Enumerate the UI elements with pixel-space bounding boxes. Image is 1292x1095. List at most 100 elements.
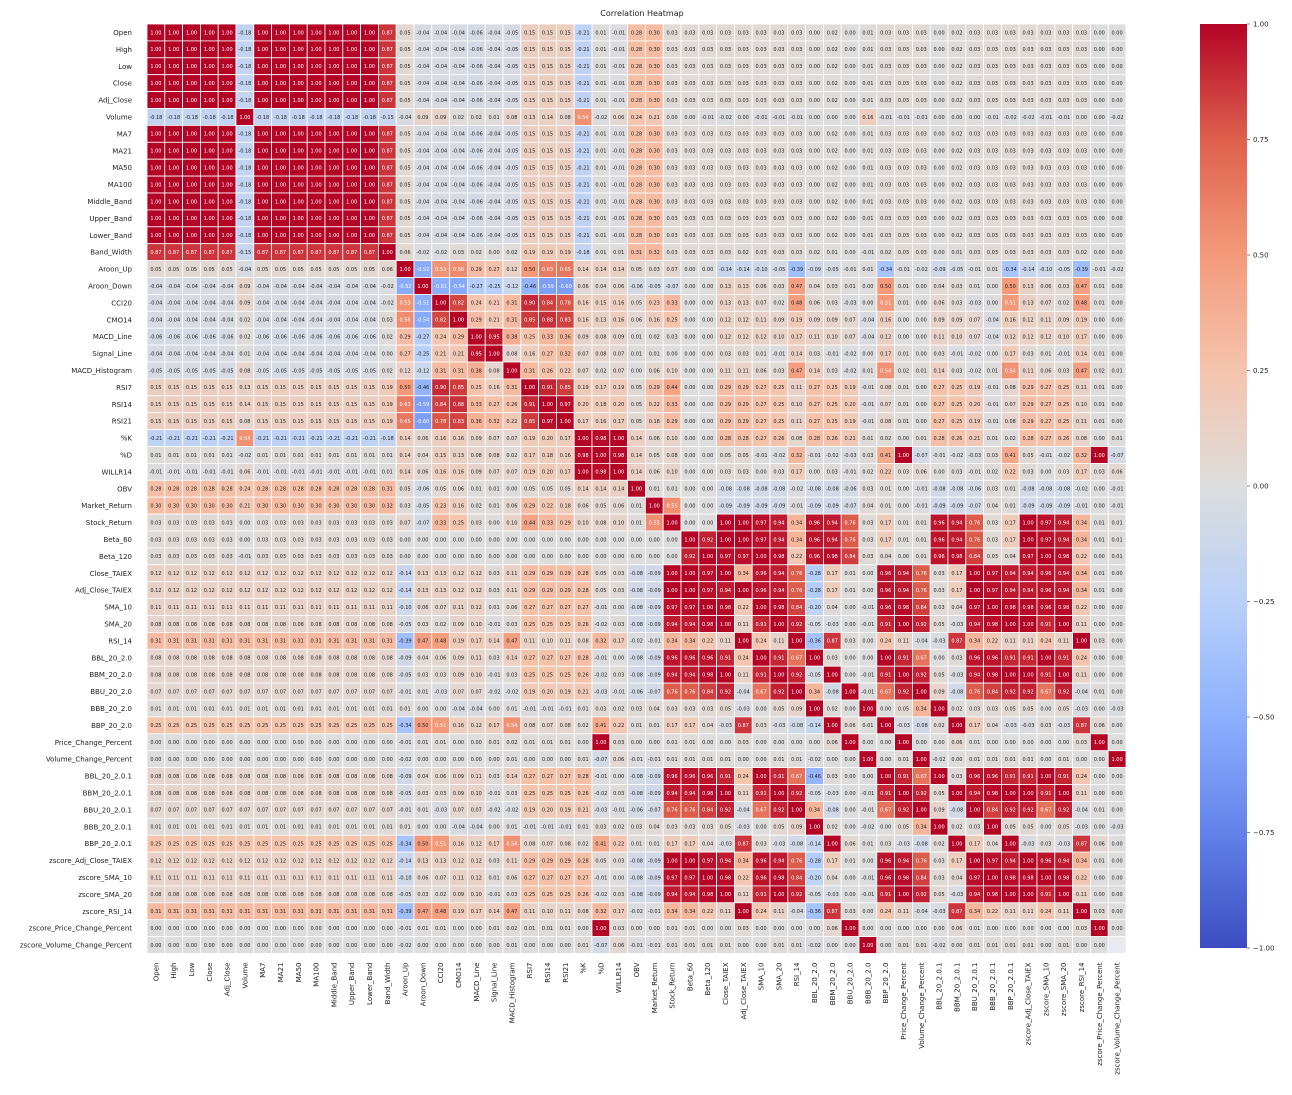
cell-value-label: 0.12 — [186, 588, 197, 594]
cell-value-label: 1.00 — [204, 165, 215, 171]
cell-value-label: 0.96 — [667, 656, 678, 662]
cell-value-label: 0.00 — [916, 740, 927, 746]
cell-value-label: 0.03 — [1005, 216, 1016, 222]
cell-value-label: 0.00 — [845, 774, 856, 780]
cell-value-label: 0.00 — [1112, 588, 1123, 594]
cell-value-label: 0.00 — [222, 740, 233, 746]
cell-value-label: 0.96 — [809, 537, 820, 543]
cell-value-label: 0.03 — [951, 774, 962, 780]
cell-value-label: 0.15 — [524, 47, 535, 53]
cell-value-label: 0.28 — [257, 487, 268, 493]
cell-value-label: 0.03 — [1005, 47, 1016, 53]
cell-value-label: 0.94 — [1023, 588, 1034, 594]
cell-value-label: -0.01 — [238, 554, 251, 560]
cell-value-label: 0.07 — [506, 470, 517, 476]
cell-value-label: 0.15 — [560, 216, 571, 222]
cell-value-label: 0.15 — [222, 419, 233, 425]
cell-value-label: 0.01 — [898, 385, 909, 391]
cell-value-label: -0.06 — [470, 30, 483, 36]
cell-value-label: 0.00 — [916, 385, 927, 391]
cell-value-label: 0.03 — [702, 149, 713, 155]
cell-value-label: 0.29 — [542, 571, 553, 577]
cell-value-label: 1.00 — [720, 622, 731, 628]
cell-value-label: 0.87 — [204, 250, 215, 256]
cell-value-label: -0.04 — [434, 132, 447, 138]
cell-value-label: -0.02 — [1057, 453, 1070, 459]
cell-value-label: 1.00 — [631, 487, 642, 493]
cell-value-label: 0.07 — [346, 689, 357, 695]
cell-value-label: 0.15 — [542, 132, 553, 138]
cell-value-label: 0.12 — [222, 588, 233, 594]
cell-value-label: 0.09 — [453, 774, 464, 780]
cell-value-label: 0.29 — [1023, 419, 1034, 425]
cell-value-label: 0.07 — [613, 351, 624, 357]
cell-value-label: -0.05 — [505, 216, 518, 222]
cell-value-label: 1.00 — [364, 64, 375, 70]
cell-value-label: 1.00 — [186, 98, 197, 104]
cell-value-label: 1.00 — [150, 216, 161, 222]
cell-value-label: 0.01 — [222, 453, 233, 459]
cell-value-label: 0.00 — [934, 182, 945, 188]
cell-value-label: 0.08 — [222, 656, 233, 662]
cell-value-label: -0.34 — [879, 267, 892, 273]
cell-value-label: 0.32 — [595, 639, 606, 645]
cell-value-label: 0.30 — [649, 30, 660, 36]
cell-value-label: 1.00 — [168, 64, 179, 70]
cell-value-label: 0.91 — [524, 402, 535, 408]
cell-value-label: -0.01 — [986, 115, 999, 121]
cell-value-label: 0.22 — [649, 402, 660, 408]
cell-value-label: 0.03 — [631, 706, 642, 712]
cell-value-label: 1.00 — [756, 554, 767, 560]
cell-value-label: -0.04 — [434, 233, 447, 239]
cell-value-label: 0.27 — [809, 385, 820, 391]
cell-value-label: 0.00 — [756, 757, 767, 763]
cell-value-label: 0.26 — [773, 436, 784, 442]
cell-value-label: 0.03 — [1058, 182, 1069, 188]
cell-value-label: 0.25 — [773, 419, 784, 425]
cell-value-label: 0.00 — [257, 740, 268, 746]
cell-value-label: -0.06 — [310, 334, 323, 340]
cell-value-label: 0.48 — [791, 301, 802, 307]
cell-value-label: 0.03 — [489, 588, 500, 594]
cell-value-label: -0.01 — [612, 165, 625, 171]
cell-value-label: 0.17 — [524, 453, 535, 459]
cell-value-label: -0.09 — [772, 503, 785, 509]
cell-value-label: 0.00 — [809, 81, 820, 87]
cell-value-label: 0.02 — [1058, 301, 1069, 307]
cell-value-label: -0.06 — [630, 689, 643, 695]
cell-value-label: 0.03 — [773, 81, 784, 87]
cell-value-label: -0.01 — [167, 470, 180, 476]
cell-value-label: 0.00 — [809, 740, 820, 746]
cell-value-label: 0.00 — [845, 757, 856, 763]
cell-value-label: 0.03 — [667, 182, 678, 188]
cell-value-label: 0.27 — [578, 605, 589, 611]
cell-value-label: 0.08 — [346, 791, 357, 797]
cell-value-label: 0.87 — [382, 216, 393, 222]
cell-value-label: -0.10 — [755, 267, 768, 273]
cell-value-label: 1.00 — [328, 199, 339, 205]
cell-value-label: 0.03 — [898, 165, 909, 171]
cell-value-label: 0.19 — [524, 436, 535, 442]
cell-value-label: 0.03 — [471, 520, 482, 526]
cell-value-label: 0.15 — [542, 182, 553, 188]
cell-value-label: 0.09 — [239, 284, 250, 290]
cell-value-label: 0.08 — [880, 385, 891, 391]
cell-value-label: 0.54 — [578, 115, 589, 121]
cell-value-label: 0.11 — [257, 605, 268, 611]
cell-value-label: 0.03 — [1040, 81, 1051, 87]
cell-value-label: -0.05 — [505, 47, 518, 53]
cell-value-label: 0.00 — [845, 165, 856, 171]
cell-value-label: 0.09 — [453, 672, 464, 678]
cell-value-label: -0.04 — [434, 149, 447, 155]
cell-value-label: 0.32 — [382, 503, 393, 509]
cell-value-label: -0.01 — [861, 419, 874, 425]
cell-value-label: 0.00 — [489, 537, 500, 543]
cell-value-label: 1.00 — [150, 30, 161, 36]
cell-value-label: 0.08 — [311, 672, 322, 678]
cell-value-label: 0.00 — [542, 554, 553, 560]
cell-value-label: 0.15 — [257, 385, 268, 391]
cell-value-label: 0.09 — [435, 115, 446, 121]
cell-value-label: 1.00 — [364, 149, 375, 155]
cell-value-label: 0.03 — [916, 98, 927, 104]
cell-value-label: 0.03 — [1076, 81, 1087, 87]
